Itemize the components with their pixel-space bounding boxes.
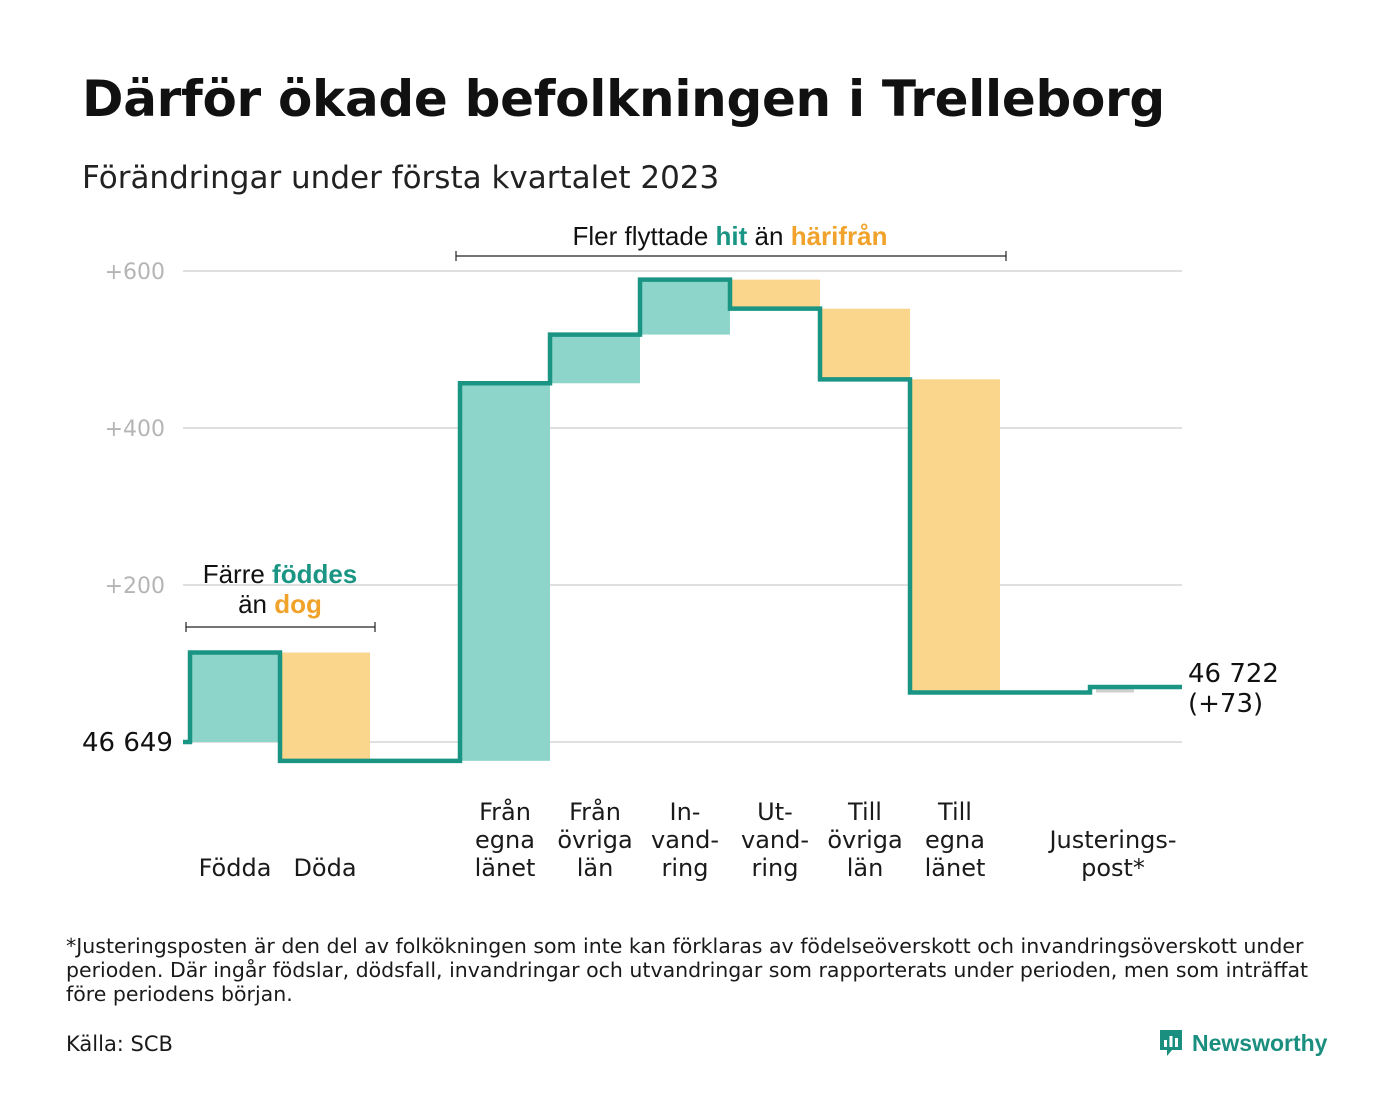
brand[interactable]: Newsworthy	[1158, 1028, 1327, 1058]
category-label: egna	[475, 826, 535, 854]
cumulative-step-line	[183, 277, 1182, 764]
category-label: Justerings-	[1047, 826, 1176, 854]
bar	[1096, 687, 1134, 693]
category-label: länet	[925, 854, 986, 882]
end-value-label: 46 722	[1188, 659, 1279, 689]
category-label: län	[577, 854, 614, 882]
category-label: övriga	[827, 826, 902, 854]
bar	[550, 334, 640, 384]
source-label: Källa: SCB	[66, 1032, 173, 1056]
category-label: länet	[475, 854, 536, 882]
category-label: Från	[569, 797, 621, 826]
category-label: Döda	[293, 854, 356, 882]
waterfall-chart: +600 +400 +200 46 649 46 722(+73) Födda Döda F…	[82, 221, 1279, 882]
category-label: län	[847, 854, 884, 882]
category-label: ring	[662, 854, 709, 882]
bars	[190, 279, 1134, 761]
category-label: post*	[1081, 854, 1145, 882]
category-label: egna	[925, 826, 985, 854]
category-label: Ut-	[757, 798, 793, 826]
category-label: Till	[937, 798, 972, 826]
bar	[640, 279, 730, 335]
bar	[730, 279, 820, 309]
category-label: Från	[479, 797, 531, 826]
bar	[460, 383, 550, 761]
y-tick-label: +400	[105, 417, 165, 442]
category-label: vand-	[741, 826, 809, 854]
newsworthy-logo-icon	[1160, 1030, 1182, 1056]
bar	[820, 308, 910, 380]
end-change-label: (+73)	[1188, 689, 1263, 719]
category-label: ring	[752, 854, 799, 882]
chart-title: Därför ökade befolkningen i Trelleborg	[82, 70, 1165, 128]
start-value-label: 46 649	[82, 728, 173, 758]
bar	[190, 652, 280, 742]
category-label: övriga	[557, 826, 632, 854]
y-tick-label: +200	[105, 574, 165, 599]
births-annotation-line1: Färre föddes	[203, 559, 358, 589]
footnote: *Justeringsposten är den del av folkökni…	[66, 934, 1309, 1006]
y-tick-label: +600	[105, 260, 165, 285]
category-label: In-	[670, 798, 701, 826]
migration-annotation: Fler flyttade hit än härifrån	[572, 221, 887, 251]
births-annotation-line2: än dog	[238, 589, 322, 619]
brand-name: Newsworthy	[1192, 1029, 1328, 1056]
category-label: vand-	[651, 826, 719, 854]
chart-subtitle: Förändringar under första kvartalet 2023	[82, 160, 720, 196]
category-label: Till	[847, 798, 882, 826]
bar	[910, 379, 1000, 693]
bar	[280, 652, 370, 761]
category-label: Födda	[199, 854, 272, 882]
step-line	[183, 277, 1182, 764]
